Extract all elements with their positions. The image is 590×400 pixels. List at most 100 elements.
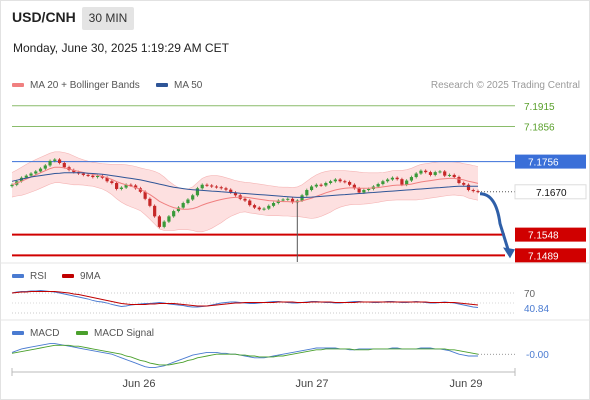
candle-body [48,160,52,166]
pivot-label-box [515,154,586,169]
legend-macd-signal: MACD Signal [76,328,154,339]
rsi-ma-line [11,291,479,307]
candle-body [124,184,128,188]
candle-body [466,184,471,191]
support-label-box [515,227,586,242]
candle-body [157,216,162,227]
candle-body [452,174,456,178]
legend-macd-label: MACD [30,328,60,339]
candle-body [205,184,209,186]
candle-body [447,174,452,176]
candle-body [476,191,480,193]
rsi-swatch [12,274,24,279]
legend-macd-signal-label: MACD Signal [94,328,155,339]
rsi-ma-swatch [62,274,74,279]
candle-body [352,184,356,189]
candle-body [324,183,328,186]
candle-body [110,181,114,184]
candle-body [348,181,352,185]
legend-rsi-ma-label: 9MA [80,271,101,282]
candle-body [210,185,214,187]
candle-body [176,207,181,212]
symbol-title: USD/CNH [12,9,76,25]
legend-ma20-label: MA 20 + Bollinger Bands [30,80,140,91]
candle-body [457,177,461,184]
candle-body [381,181,385,185]
candle-body [81,173,85,175]
candle-body [281,199,285,201]
candle-body [343,181,347,183]
candle-body [248,200,252,206]
candle-body [148,198,152,206]
candle-body [86,174,90,176]
candle-body [376,184,380,187]
level-label: 7.1856 [524,122,555,133]
candle-body [362,190,366,193]
candle-body [143,191,147,199]
candle-body [290,198,295,203]
candle-body [105,177,109,182]
legend-rsi-ma: 9MA [62,271,101,282]
candle-body [57,159,62,163]
rsi-level-label: 70 [524,289,536,300]
legend-ma50-label: MA 50 [174,80,203,91]
candle-body [229,189,233,193]
candle-body [390,177,395,180]
macd-signal-swatch [76,331,88,336]
candle-body [409,177,414,181]
candle-body [72,170,76,173]
macd-signal-line [11,344,479,366]
candle-body [319,184,323,186]
candle-body [471,190,475,192]
candle-body [271,203,276,206]
candle-body [219,187,223,189]
candle-body [267,205,271,209]
candle-body [233,192,238,196]
candle-body [333,179,337,182]
candle-body [100,175,104,178]
x-tick-label: Jun 26 [122,378,155,390]
candle-body [162,221,166,227]
candle-body [405,180,409,185]
candle-body [252,205,257,208]
candle-body [195,188,200,196]
macd-swatch [12,331,24,336]
candle-body [395,177,399,180]
ma50-line [11,172,478,198]
legend-ma50: MA 50 [156,80,202,91]
candle-body [95,175,100,178]
timeframe-button[interactable]: 30 MIN [82,7,134,30]
candle-body [191,195,195,200]
candle-body [314,184,318,187]
candle-body [400,179,404,185]
datetime-label: Monday, June 30, 2025 1:19:29 AM CET [13,41,229,55]
candle-body [53,159,57,161]
last-price-label-box [514,184,587,200]
candle-body [414,173,418,178]
candle-body [433,172,437,175]
candle-body [167,216,171,222]
candle-body [115,183,119,189]
level-label: 7.1548 [528,231,559,242]
candle-body [386,179,390,182]
macd-current-label: -0.00 [526,350,549,361]
candle-body [300,195,304,201]
candle-body [38,168,43,172]
candle-body [286,198,290,200]
candle-body [309,186,314,191]
candle-body [34,171,38,174]
candle-body [119,187,123,189]
candle-body [443,171,447,176]
ma50-swatch [156,83,168,88]
candle-body [200,184,204,189]
bollinger-lower-line [11,182,479,233]
candle-body [224,188,228,190]
candle-body [62,163,66,168]
level-label: 7.1489 [528,251,559,262]
level-label: 7.1670 [536,188,567,199]
rsi-current-label: 40.84 [524,304,549,315]
candle-body [153,205,157,217]
candle-body [43,165,47,169]
forecast-arrow [479,192,510,250]
